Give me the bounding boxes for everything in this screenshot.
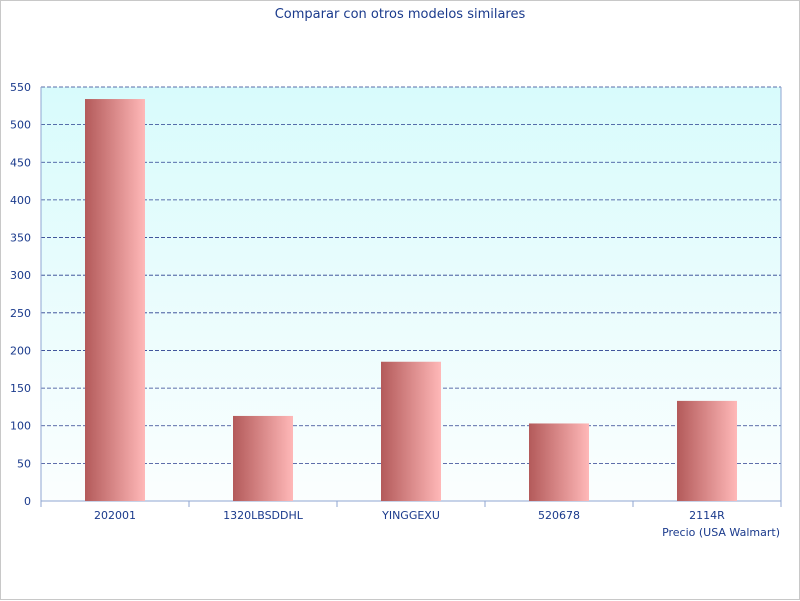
y-tick-label: 550 <box>10 81 31 94</box>
y-tick-label: 400 <box>10 194 31 207</box>
bar <box>381 361 441 501</box>
x-tick-label: 2114R <box>689 509 725 522</box>
x-tick-label: 520678 <box>538 509 580 522</box>
y-tick-label: 300 <box>10 269 31 282</box>
y-tick-label: 350 <box>10 232 31 245</box>
y-tick-label: 0 <box>24 495 31 508</box>
y-tick-label: 150 <box>10 382 31 395</box>
bar <box>85 99 145 501</box>
y-tick-label: 450 <box>10 156 31 169</box>
y-tick-label: 100 <box>10 420 31 433</box>
x-tick-label: YINGGEXU <box>381 509 440 522</box>
x-tick-label: 1320LBSDDHL <box>223 509 304 522</box>
y-tick-label: 200 <box>10 344 31 357</box>
x-axis-label: Precio (USA Walmart) <box>662 526 780 539</box>
plot-area: 0 50 100 150 200 250 300 350 400 450 500 550 202001 1… <box>10 81 782 522</box>
chart-title: Comparar con otros modelos similares <box>275 7 526 22</box>
y-tick-label: 250 <box>10 307 31 320</box>
bar <box>529 423 589 501</box>
x-tick-label: 202001 <box>94 509 136 522</box>
bar <box>677 400 737 501</box>
y-tick-label: 500 <box>10 119 31 132</box>
y-tick-label: 50 <box>17 457 31 470</box>
bar <box>233 415 293 501</box>
